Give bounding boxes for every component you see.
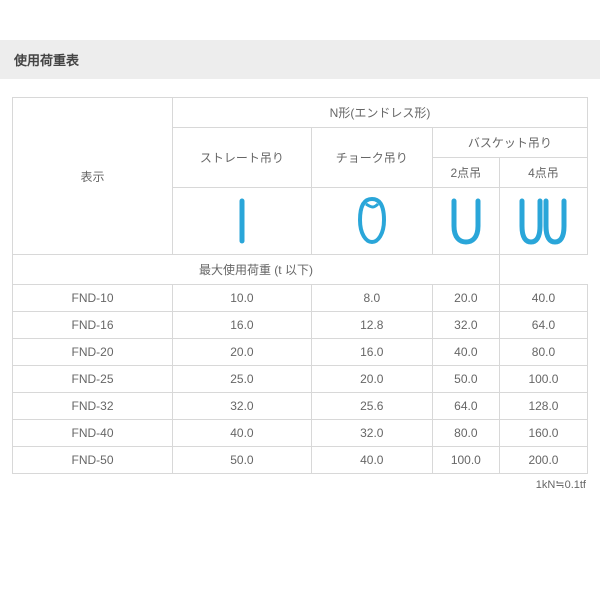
cell-value: 16.0: [311, 339, 432, 366]
cell-value: 128.0: [499, 393, 587, 420]
section-title: 使用荷重表: [0, 40, 600, 79]
table-row: FND-1010.08.020.040.0: [13, 285, 588, 312]
col-display: 表示: [13, 98, 173, 255]
cell-value: 100.0: [499, 366, 587, 393]
cell-value: 12.8: [311, 312, 432, 339]
table-row: FND-3232.025.664.0128.0: [13, 393, 588, 420]
cell-value: 80.0: [499, 339, 587, 366]
cell-value: 25.0: [173, 366, 312, 393]
table-row: FND-2020.016.040.080.0: [13, 339, 588, 366]
cell-value: 50.0: [432, 366, 499, 393]
table-row: FND-2525.020.050.0100.0: [13, 366, 588, 393]
cell-value: 64.0: [499, 312, 587, 339]
row-name: FND-40: [13, 420, 173, 447]
load-table-wrap: 表示 N形(エンドレス形) ストレート吊り チョーク吊り バスケット吊り 2点吊…: [0, 79, 600, 474]
cell-value: 100.0: [432, 447, 499, 474]
cell-value: 160.0: [499, 420, 587, 447]
cell-value: 20.0: [311, 366, 432, 393]
col-basket-2pt: 2点吊: [432, 158, 499, 188]
cell-value: 32.0: [432, 312, 499, 339]
icon-basket-2pt: [432, 188, 499, 255]
cell-value: 40.0: [432, 339, 499, 366]
row-name: FND-16: [13, 312, 173, 339]
cell-value: 40.0: [499, 285, 587, 312]
col-basket: バスケット吊り: [432, 128, 587, 158]
cell-value: 64.0: [432, 393, 499, 420]
col-choke: チョーク吊り: [311, 128, 432, 188]
load-table: 表示 N形(エンドレス形) ストレート吊り チョーク吊り バスケット吊り 2点吊…: [12, 97, 588, 474]
cell-value: 10.0: [173, 285, 312, 312]
table-body: FND-1010.08.020.040.0FND-1616.012.832.06…: [13, 285, 588, 474]
table-row: FND-5050.040.0100.0200.0: [13, 447, 588, 474]
table-row: FND-4040.032.080.0160.0: [13, 420, 588, 447]
cell-value: 40.0: [311, 447, 432, 474]
icon-choke: [311, 188, 432, 255]
cell-value: 16.0: [173, 312, 312, 339]
footnote: 1kN≒0.1tf: [0, 474, 600, 491]
cell-value: 20.0: [173, 339, 312, 366]
cell-value: 25.6: [311, 393, 432, 420]
group-header: N形(エンドレス形): [173, 98, 588, 128]
cell-value: 20.0: [432, 285, 499, 312]
col-basket-4pt: 4点吊: [499, 158, 587, 188]
cell-value: 32.0: [311, 420, 432, 447]
row-name: FND-50: [13, 447, 173, 474]
col-straight: ストレート吊り: [173, 128, 312, 188]
col-maxload: 最大使用荷重 (t 以下): [13, 255, 500, 285]
cell-value: 8.0: [311, 285, 432, 312]
icon-straight: [173, 188, 312, 255]
row-name: FND-20: [13, 339, 173, 366]
cell-value: 200.0: [499, 447, 587, 474]
row-name: FND-32: [13, 393, 173, 420]
table-row: FND-1616.012.832.064.0: [13, 312, 588, 339]
cell-value: 32.0: [173, 393, 312, 420]
row-name: FND-25: [13, 366, 173, 393]
cell-value: 40.0: [173, 420, 312, 447]
cell-value: 50.0: [173, 447, 312, 474]
cell-value: 80.0: [432, 420, 499, 447]
icon-basket-4pt: [499, 188, 587, 255]
row-name: FND-10: [13, 285, 173, 312]
